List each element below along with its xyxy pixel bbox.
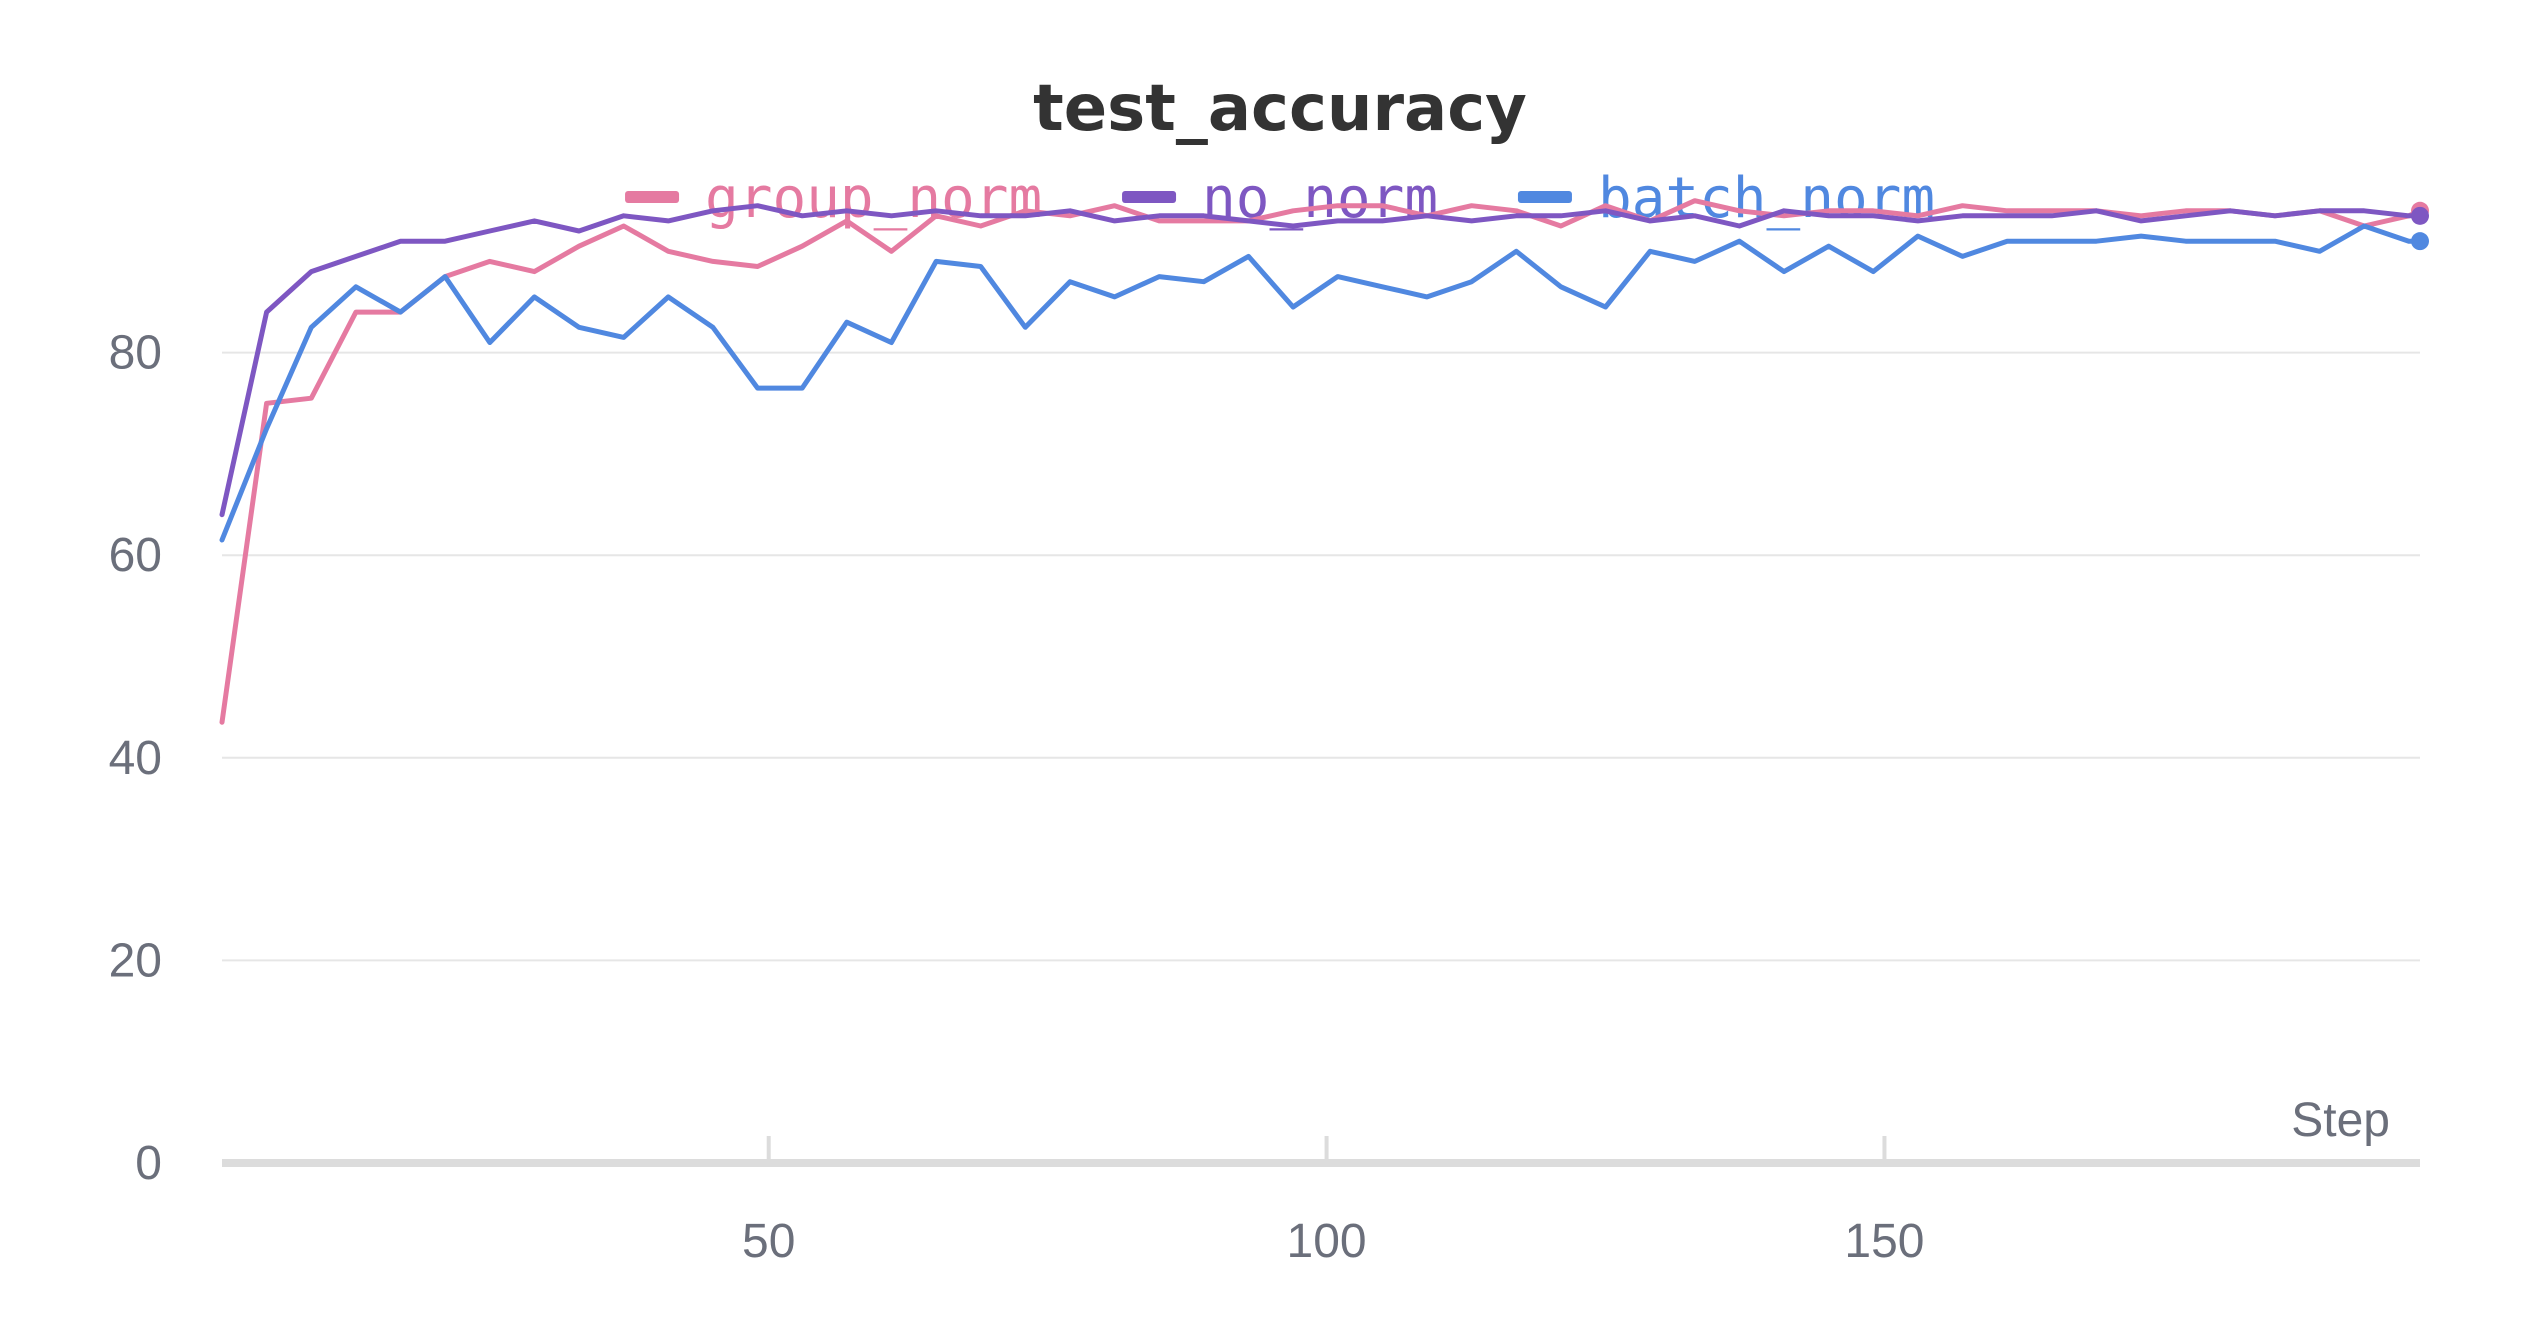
x-tick-labels: 50 100 150 (742, 1136, 1924, 1268)
legend-label: group_norm (705, 166, 1042, 231)
series-lines (219, 198, 2429, 725)
legend-swatch (1517, 191, 1572, 203)
y-tick-label: 0 (135, 1137, 162, 1190)
series-line-no_norm (219, 203, 2423, 518)
legend-item-group_norm: group_norm (625, 166, 1042, 231)
x-tick-label: 100 (1287, 1215, 1367, 1268)
chart-legend: group_norm no_norm batch_norm (625, 166, 1935, 231)
series-end-point-batch_norm (2411, 232, 2429, 251)
series-end-point-no_norm (2411, 206, 2429, 225)
series-line-group_norm (219, 198, 2423, 725)
legend-swatch (625, 191, 680, 203)
x-tick-label: 50 (742, 1215, 795, 1268)
x-axis-label: Step (2291, 1094, 2390, 1147)
x-tick-label: 150 (1844, 1215, 1924, 1268)
y-gridlines (222, 351, 2420, 962)
y-tick-label: 60 (109, 529, 162, 582)
y-tick-label: 80 (109, 327, 162, 380)
legend-swatch (1122, 191, 1177, 203)
series-line-batch_norm (219, 223, 2423, 543)
y-tick-label: 40 (109, 732, 162, 785)
chart-title: test_accuracy (1033, 72, 1527, 146)
y-tick-labels: 0 20 40 60 80 (109, 327, 162, 1190)
y-tick-label: 20 (109, 934, 162, 987)
